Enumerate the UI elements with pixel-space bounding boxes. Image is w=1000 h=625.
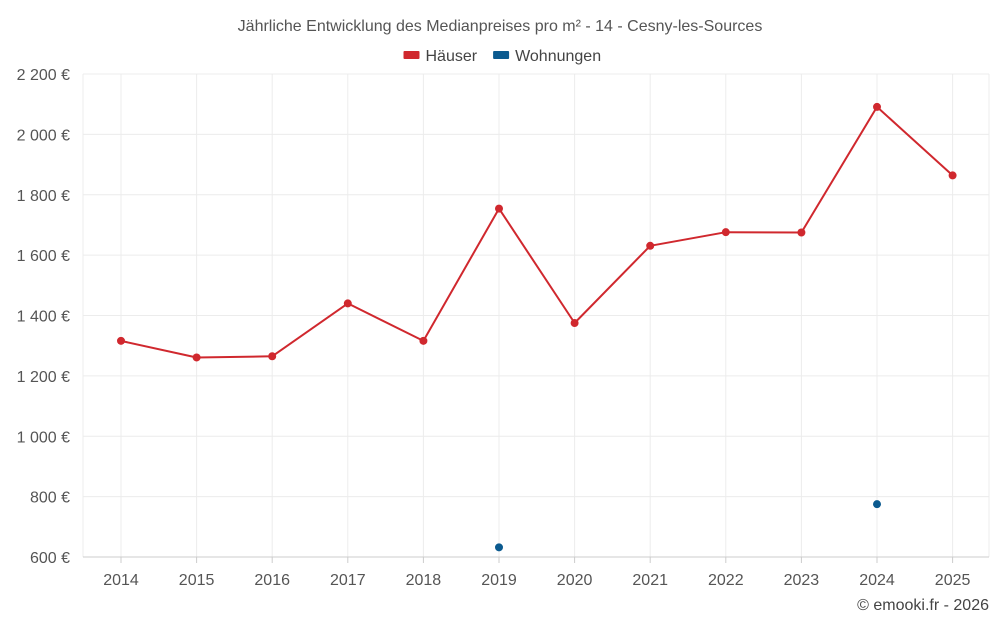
y-tick-label: 1 200 € [17, 369, 70, 386]
x-tick-label: 2017 [330, 572, 366, 589]
data-point-series-0 [419, 336, 428, 345]
data-point-series-0 [570, 319, 579, 328]
x-tick-label: 2025 [935, 572, 971, 589]
x-tick-label: 2020 [557, 572, 593, 589]
x-tick-label: 2022 [708, 572, 744, 589]
x-tick-label: 2023 [784, 572, 820, 589]
x-axis-ticks: 2014 2015 2016 2017 2018 2019 2020 2021 2022 2023… [103, 557, 970, 589]
y-tick-label: 1 600 € [17, 248, 70, 265]
y-tick-label: 1 400 € [17, 309, 70, 326]
y-tick-label: 2 000 € [17, 127, 70, 144]
data-point-series-0 [948, 171, 957, 180]
series-layer [117, 102, 957, 552]
x-tick-label: 2015 [179, 572, 215, 589]
y-tick-label: 1 000 € [17, 429, 70, 446]
y-axis-ticks: 600 € 800 € 1 000 € 1 200 € 1 400 € 1 600 € 1 … [17, 67, 70, 567]
x-tick-label: 2021 [632, 572, 668, 589]
data-point-series-0 [343, 299, 352, 308]
data-point-series-0 [268, 352, 277, 361]
legend: Häuser Wohnungen [403, 48, 601, 65]
data-point-series-0 [721, 228, 730, 237]
x-tick-label: 2024 [859, 572, 895, 589]
data-point-series-0 [797, 228, 806, 237]
series-line-0 [120, 105, 954, 359]
data-point-series-0 [646, 241, 655, 250]
y-tick-label: 2 200 € [17, 67, 70, 84]
legend-label: Häuser [426, 48, 478, 65]
x-tick-label: 2014 [103, 572, 139, 589]
y-tick-label: 1 800 € [17, 188, 70, 205]
data-point-series-0 [873, 102, 881, 111]
chart-title: Jährliche Entwicklung des Medianpreises … [238, 18, 763, 35]
y-tick-label: 600 € [30, 550, 70, 567]
data-point-series-1 [873, 500, 881, 509]
legend-label: Wohnungen [515, 48, 601, 65]
x-tick-label: 2019 [481, 572, 517, 589]
credit-text: © emooki.fr - 2026 [857, 597, 989, 614]
legend-swatch [493, 51, 510, 59]
data-point-series-0 [495, 204, 503, 213]
x-tick-label: 2016 [254, 572, 290, 589]
data-point-series-0 [192, 353, 201, 362]
legend-swatch [403, 51, 420, 59]
y-tick-label: 800 € [30, 490, 70, 507]
grid [82, 73, 990, 558]
data-point-series-1 [495, 543, 503, 552]
data-point-series-0 [117, 336, 125, 345]
x-tick-label: 2018 [406, 572, 442, 589]
